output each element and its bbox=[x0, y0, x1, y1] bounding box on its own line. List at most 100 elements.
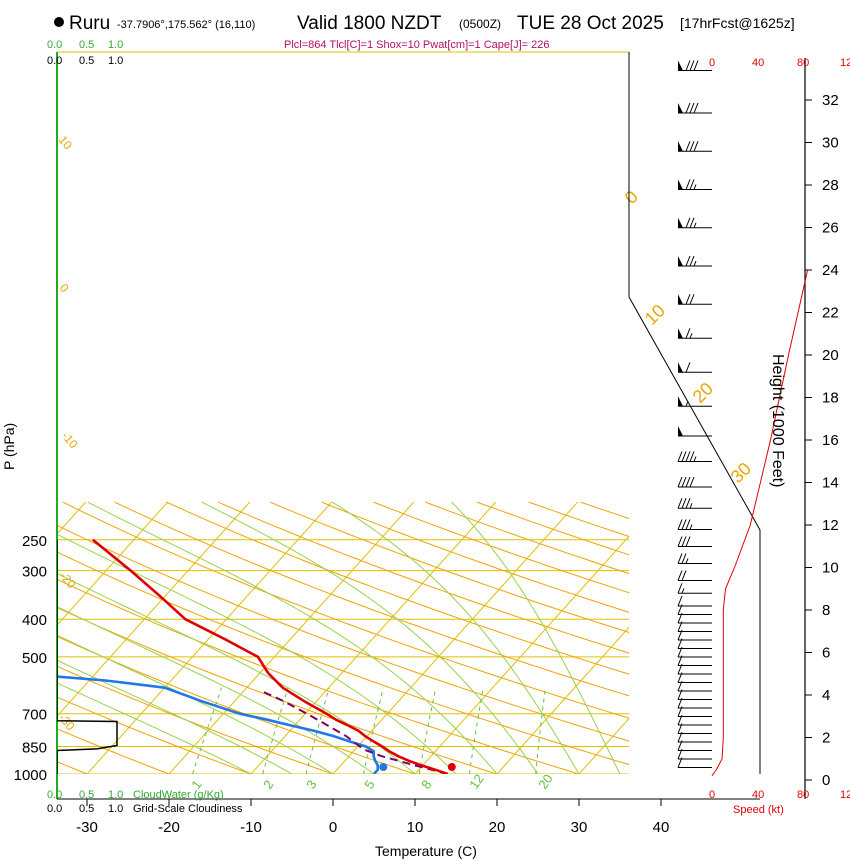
height-axis-title: Height (1000 Feet) bbox=[769, 354, 786, 487]
valid-main: Valid 1800 NZDT bbox=[297, 13, 442, 34]
cl-bot-0: 0.0 bbox=[47, 803, 62, 815]
station-dot bbox=[54, 17, 64, 27]
mixing-ratio-8 bbox=[418, 687, 437, 774]
mixing-ratio-label: 2 bbox=[260, 777, 276, 792]
cw-bot-0: 0.0 bbox=[47, 789, 62, 801]
isotherm--50 bbox=[57, 501, 169, 626]
dry-adiabat-100 bbox=[269, 501, 629, 633]
cw-bot-1: 1.0 bbox=[108, 789, 123, 801]
isotherm-label: 0 bbox=[57, 281, 72, 295]
valid-date: TUE 28 Oct 2025 bbox=[517, 13, 664, 34]
wind-barb bbox=[677, 519, 712, 530]
plot-right-slant bbox=[628, 296, 761, 774]
cw-top-0: 0.0 bbox=[47, 39, 62, 51]
parcel-line bbox=[262, 690, 449, 774]
speed-top-80: 80 bbox=[797, 57, 809, 69]
pressure-tick-label: 300 bbox=[22, 564, 47, 581]
moist-adiabat--5 bbox=[57, 659, 293, 774]
moist-adiabat--10 bbox=[57, 682, 252, 774]
x-tick-label: 40 bbox=[653, 819, 670, 836]
wind-barb bbox=[678, 396, 712, 407]
speed-bot-80: 80 bbox=[797, 789, 809, 801]
valid-utc: (0500Z) bbox=[459, 17, 501, 31]
moist-adiabat-25 bbox=[201, 501, 539, 774]
height-tick-label: 24 bbox=[822, 262, 839, 279]
station-coords: -37.7906°,175.562° (16,110) bbox=[117, 19, 255, 31]
dry-adiabat-80 bbox=[166, 501, 629, 675]
dry-adiabat-110 bbox=[321, 501, 629, 613]
cw-bot-05: 0.5 bbox=[79, 789, 94, 801]
height-tick-label: 26 bbox=[822, 220, 839, 237]
moist-adiabat-35 bbox=[451, 501, 621, 774]
cl-bot-1: 1.0 bbox=[108, 803, 123, 815]
cloudiness-line bbox=[57, 539, 118, 774]
dry-adiabat-160 bbox=[580, 501, 629, 520]
dry-adiabat--30 bbox=[57, 761, 89, 774]
cl-top-1: 1.0 bbox=[108, 55, 123, 67]
wind-barb bbox=[677, 583, 712, 594]
x-axis-title: Temperature (C) bbox=[375, 843, 477, 859]
isotherm--20 bbox=[168, 501, 415, 774]
height-tick-label: 22 bbox=[822, 305, 839, 322]
wind-barb bbox=[678, 294, 712, 305]
height-tick-label: 14 bbox=[822, 475, 839, 492]
height-tick-label: 8 bbox=[822, 602, 830, 619]
wind-barb bbox=[678, 328, 712, 339]
dry-adiabat--20 bbox=[57, 728, 171, 774]
isotherm-label: -10 bbox=[59, 429, 81, 452]
temperature-line bbox=[91, 538, 449, 774]
pressure-tick-label: 850 bbox=[22, 740, 47, 757]
cw-top-1: 1.0 bbox=[108, 39, 123, 51]
wind-barb bbox=[677, 498, 712, 509]
y-axis-title: P (hPa) bbox=[1, 423, 17, 470]
wind-barb bbox=[677, 451, 712, 462]
dry-adiabat-140 bbox=[476, 501, 629, 556]
cl-bot-05: 0.5 bbox=[79, 803, 94, 815]
speed-bot-0: 0 bbox=[709, 789, 715, 801]
x-tick-label: 30 bbox=[571, 819, 588, 836]
isotherm-10 bbox=[414, 535, 629, 774]
moist-adiabat-0 bbox=[57, 634, 334, 774]
mixing-ratio-2 bbox=[262, 687, 289, 774]
height-tick-label: 10 bbox=[822, 560, 839, 577]
wind-barb bbox=[678, 60, 712, 71]
cloud-water-label: CloudWater (g/Kg) bbox=[133, 789, 224, 801]
wind-speed-line bbox=[711, 269, 809, 777]
speed-bot-40: 40 bbox=[752, 789, 764, 801]
mixing-ratio-label: 3 bbox=[303, 777, 319, 792]
height-tick-label: 30 bbox=[822, 135, 839, 152]
pressure-tick-label: 250 bbox=[22, 533, 47, 550]
wind-barb bbox=[677, 570, 712, 581]
height-tick-label: 4 bbox=[822, 687, 830, 704]
wind-barb bbox=[677, 553, 712, 564]
moist-adiabat-15 bbox=[57, 533, 457, 774]
isotherm-label: 10 bbox=[56, 133, 76, 152]
wind-barb bbox=[678, 102, 712, 114]
x-tick-label: -30 bbox=[76, 819, 98, 836]
wind-barb bbox=[678, 179, 712, 190]
mixing-ratio-label: 12 bbox=[466, 771, 487, 791]
surface-temp-marker bbox=[447, 763, 456, 771]
isotherm-50 bbox=[736, 502, 850, 782]
mixing-ratio-label: 8 bbox=[418, 777, 434, 792]
wind-barb bbox=[677, 595, 712, 607]
cloudiness-label: Grid-Scale Cloudiness bbox=[133, 803, 243, 815]
dry-adiabat-20 bbox=[57, 606, 499, 774]
x-tick-label: 0 bbox=[329, 819, 337, 836]
moist-adiabat-5 bbox=[57, 606, 375, 774]
forecast-run: [17hrFcst@1625z] bbox=[680, 15, 795, 31]
speed-bot-120: 12 bbox=[840, 789, 850, 801]
dry-adiabat-190 bbox=[736, 502, 850, 782]
mixing-ratio-label: 5 bbox=[361, 777, 377, 792]
dry-adiabat-120 bbox=[373, 501, 629, 594]
mixing-ratio-label: 20 bbox=[535, 771, 556, 791]
dry-adiabat-200 bbox=[788, 502, 850, 782]
dry-adiabat-50 bbox=[57, 524, 629, 742]
pressure-tick-label: 500 bbox=[22, 650, 47, 667]
wind-barb bbox=[678, 141, 712, 152]
height-tick-label: 28 bbox=[822, 177, 839, 194]
moist-adiabat-20 bbox=[87, 501, 498, 774]
theta-label: 0 bbox=[621, 187, 642, 208]
isotherm--70 bbox=[0, 502, 4, 782]
